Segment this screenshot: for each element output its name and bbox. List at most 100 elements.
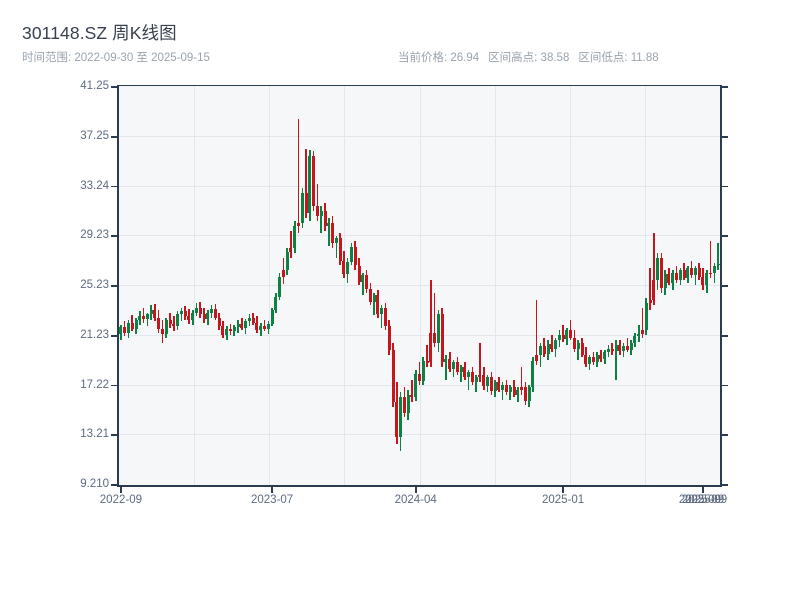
candle-body: [448, 358, 452, 369]
candle-body: [712, 265, 716, 273]
candle-wick: [418, 362, 421, 385]
candle-body: [213, 308, 217, 318]
candle-wick: [316, 183, 319, 221]
candle-wick: [380, 305, 383, 328]
candle-body: [588, 357, 592, 364]
candle-body: [244, 321, 248, 328]
gridline-vertical: [344, 86, 346, 485]
candle-body: [221, 326, 225, 336]
candle-body: [187, 316, 191, 321]
candle-body: [300, 193, 304, 224]
candle-body: [376, 295, 380, 314]
candle-body: [697, 267, 701, 277]
candle-body: [236, 323, 240, 327]
candle-body: [501, 384, 505, 390]
y-axis-tick: [111, 235, 117, 238]
page-title: 301148.SZ 周K线图: [22, 23, 177, 43]
candle-wick: [241, 317, 243, 331]
candle-body: [523, 387, 527, 401]
candle-body: [402, 397, 406, 414]
candle-body: [210, 308, 214, 313]
candle-body: [584, 354, 588, 364]
candle-body: [701, 276, 705, 286]
candle-wick: [709, 240, 712, 278]
candle-body: [387, 326, 391, 350]
y-axis-tick: [111, 285, 117, 287]
candle-body: [217, 317, 221, 327]
candle-body: [493, 382, 497, 391]
candle-wick: [637, 325, 640, 343]
candle-body: [554, 340, 558, 349]
candle-body: [629, 342, 633, 350]
x-axis-label: 2022-09: [99, 494, 142, 506]
candle-body: [527, 387, 531, 401]
candle-body: [123, 326, 127, 333]
candle-body: [281, 270, 285, 277]
candle-body: [531, 361, 535, 388]
candle-body: [644, 302, 648, 331]
candle-body: [225, 328, 229, 336]
candle-body: [274, 296, 278, 311]
candle-wick: [180, 307, 183, 322]
candle-body: [663, 274, 667, 288]
candle-body: [380, 307, 384, 314]
candle-body: [610, 348, 614, 352]
candle-body: [251, 317, 255, 323]
candle-body: [546, 343, 550, 354]
candle-wick: [475, 374, 477, 393]
candle-body: [293, 225, 297, 249]
candle-wick: [641, 307, 644, 338]
candle-body: [474, 377, 478, 383]
candle-body: [572, 337, 576, 349]
candle-body: [119, 326, 123, 334]
candle-body: [198, 307, 202, 314]
x-axis-tick: [702, 487, 704, 493]
candle-body: [648, 300, 652, 303]
candle-wick: [467, 369, 470, 390]
y-axis-tick-right: [722, 235, 728, 238]
candle-wick: [452, 359, 455, 378]
candle-body: [142, 315, 146, 319]
candle-wick: [320, 205, 322, 234]
gridline-vertical: [569, 86, 571, 485]
y-axis-tick-right: [722, 135, 728, 138]
y-axis-label: 9.210: [80, 478, 109, 490]
candlestick-plot-area: [117, 85, 722, 487]
y-axis-tick: [111, 185, 117, 188]
candle-wick: [501, 382, 504, 400]
candle-body: [569, 330, 573, 338]
candle-body: [565, 330, 569, 339]
candle-body: [179, 311, 183, 314]
candle-body: [247, 317, 251, 322]
candle-body: [134, 320, 138, 329]
candle-body: [194, 307, 198, 313]
candle-wick: [694, 265, 697, 286]
x-axis-label: 2024-04: [394, 494, 437, 506]
candle-body: [478, 374, 482, 378]
candle-wick: [520, 367, 523, 395]
candle-body: [259, 325, 263, 331]
candle-body: [618, 345, 622, 352]
candle-body: [678, 270, 682, 281]
candle-body: [202, 313, 206, 319]
gridline-vertical: [194, 86, 196, 485]
candle-body: [599, 354, 603, 359]
candle-wick: [142, 307, 145, 323]
candle-body: [580, 342, 584, 355]
candle-body: [391, 349, 395, 403]
candle-wick: [411, 379, 413, 403]
candle-body: [482, 374, 486, 386]
candle-body: [138, 315, 142, 321]
candle-wick: [626, 337, 629, 353]
candle-body: [508, 387, 512, 393]
candle-wick: [430, 280, 432, 368]
candle-wick: [335, 235, 338, 259]
candle-body: [652, 280, 656, 301]
y-axis-label: 37.25: [80, 129, 109, 142]
candle-body: [550, 343, 554, 349]
candle-body: [164, 320, 168, 334]
candle-wick: [327, 218, 330, 246]
candle-body: [160, 328, 164, 334]
candle-wick: [653, 233, 655, 306]
candle-body: [297, 223, 301, 226]
